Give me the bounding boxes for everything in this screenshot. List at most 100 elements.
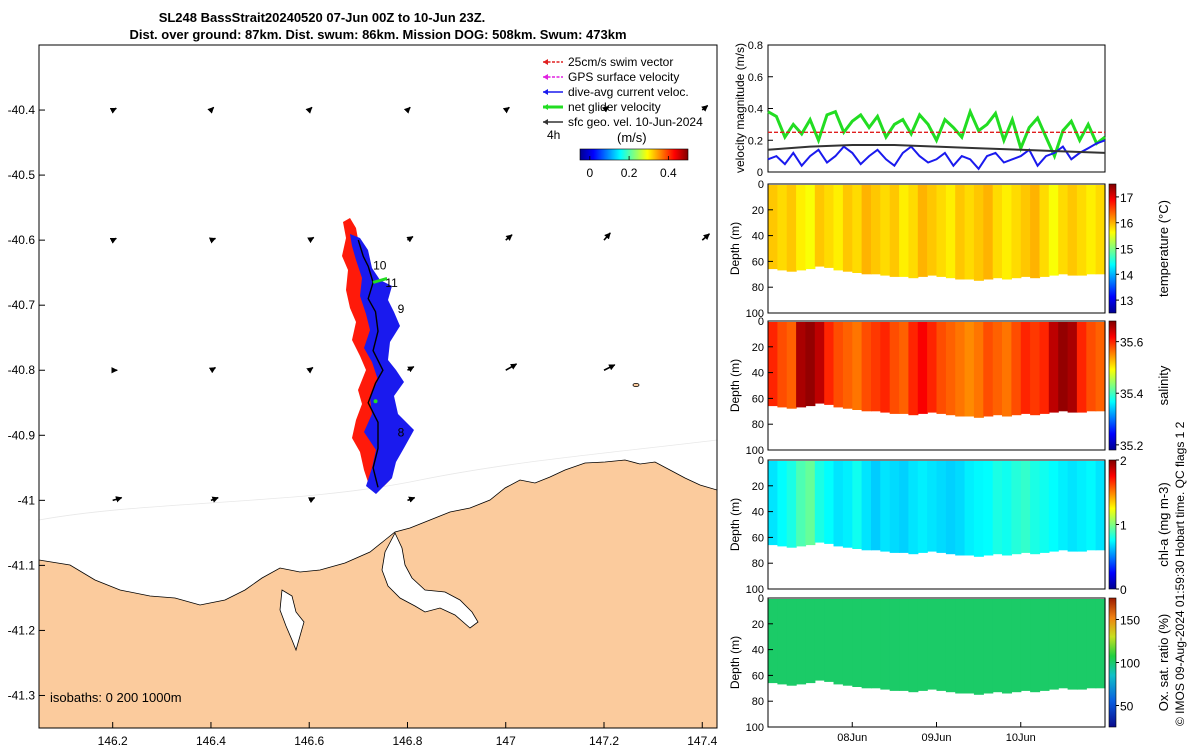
profile-cell xyxy=(1002,185,1012,280)
profile-cell xyxy=(796,461,807,547)
legend-label-0: 25cm/s swim vector xyxy=(568,55,673,69)
profile-cell xyxy=(1048,461,1059,552)
profile-cell xyxy=(1020,185,1031,277)
profile-y-tick-label: 40 xyxy=(752,231,764,243)
figure-title-line2: Dist. over ground: 87km. Dist. swum: 86k… xyxy=(129,27,626,42)
profile-cell xyxy=(899,322,910,414)
velocity-series-2 xyxy=(767,139,1106,171)
profile-y-tick-label: 80 xyxy=(752,282,764,294)
profile-y-tick-label: 100 xyxy=(746,584,764,596)
profile-cell xyxy=(1011,599,1022,693)
legend-label-1: GPS surface velocity xyxy=(568,70,679,84)
time-tick-label: 09Jun xyxy=(922,732,952,744)
profile-colorbar-tick-label: 35.6 xyxy=(1120,336,1144,350)
map-y-tick-label: -40.8 xyxy=(8,363,36,377)
profile-cell xyxy=(927,185,938,276)
profile-colorbar-tick-label: 35.2 xyxy=(1120,439,1144,453)
legend-arrowhead-1 xyxy=(543,74,548,80)
speed-colorbar-tick-label: 0.2 xyxy=(621,166,638,180)
profile-cell xyxy=(992,461,1003,555)
profile-cell xyxy=(1058,599,1069,689)
profile-colorbar-tick-label: 2 xyxy=(1120,454,1127,468)
profile-cell xyxy=(992,599,1003,693)
map-y-tick-label: -40.7 xyxy=(8,298,36,312)
profile-cell xyxy=(842,599,853,686)
profile-cell xyxy=(1076,322,1087,413)
profile-cell xyxy=(945,322,956,416)
profile-y-label: Depth (m) xyxy=(728,636,742,689)
profile-axes-box xyxy=(767,459,1106,590)
profile-cell xyxy=(955,461,966,556)
profile-cell xyxy=(833,185,844,271)
profile-cell xyxy=(917,599,928,691)
velocity-y-tick-label: 0 xyxy=(757,167,763,179)
geostrophic-arrow xyxy=(602,105,609,113)
profile-colorbar xyxy=(1108,183,1117,314)
profile-y-tick-label: 100 xyxy=(746,308,764,320)
profile-cell xyxy=(1030,461,1041,555)
geostrophic-arrow xyxy=(502,106,510,114)
profile-cell xyxy=(796,599,807,685)
profile-cell xyxy=(992,185,1003,279)
profile-cell xyxy=(917,322,928,414)
profile-cell xyxy=(927,599,938,690)
legend-arrowhead-2 xyxy=(543,89,548,95)
profile-cell xyxy=(955,185,966,280)
profile-colorbar xyxy=(1108,459,1117,590)
profile-cell xyxy=(1048,322,1059,413)
profile-colorbar-tick-label: 17 xyxy=(1120,191,1134,205)
profile-cell xyxy=(1076,461,1087,552)
profile-cell xyxy=(927,322,938,413)
profile-cell xyxy=(964,461,975,556)
profile-cell xyxy=(852,185,863,273)
profile-cell xyxy=(992,322,1003,416)
glider-track-group xyxy=(357,239,388,488)
profile-colorbar-tick-label: 50 xyxy=(1120,700,1134,714)
map-y-tick-label: -40.4 xyxy=(8,103,36,117)
interval-label: 4h xyxy=(547,128,560,142)
profile-colorbar-tick-label: 150 xyxy=(1120,614,1140,628)
profile-cell xyxy=(945,599,956,693)
profile-cell xyxy=(1002,461,1012,556)
geostrophic-arrow xyxy=(208,366,217,374)
profile-cell xyxy=(880,322,891,413)
day-label: 8 xyxy=(398,426,405,440)
velocity-axes-box xyxy=(767,44,1106,173)
profile-y-tick-label: 80 xyxy=(752,696,764,708)
profile-cell xyxy=(1002,599,1012,694)
map-y-tick-label: -40.5 xyxy=(8,168,36,182)
geostrophic-vector-field xyxy=(109,104,710,504)
profile-y-tick-label: 80 xyxy=(752,558,764,570)
profile-cell xyxy=(908,599,919,693)
velocity-y-tick-label: 0.2 xyxy=(748,135,763,147)
legend-label-2: dive-avg current veloc. xyxy=(568,85,689,99)
profile-colorbar-label: Ox. sat. ratio (%) xyxy=(1156,614,1171,712)
profile-cell xyxy=(936,322,947,414)
profile-cell xyxy=(796,322,807,408)
profile-colorbar-tick-label: 0 xyxy=(1120,583,1127,597)
profile-panel-4: 0 20 40 60 80 100 Depth (m) 50 100 150 Ox. sat. ra… xyxy=(728,593,1171,734)
profile-cell xyxy=(889,461,900,553)
velocity-y-label: velocity magnitude (m/s) xyxy=(733,43,747,173)
figure-title-line1: SL248 BassStrait20240520 07-Jun 00Z to 1… xyxy=(159,10,486,25)
profile-colorbar-tick-label: 1 xyxy=(1120,519,1127,533)
legend-arrowhead-0 xyxy=(543,59,548,65)
profile-cell xyxy=(899,599,910,691)
map-y-tick-label: -40.6 xyxy=(8,233,36,247)
profile-colorbar-tick-label: 14 xyxy=(1120,268,1134,282)
profile-panel-3: 0 20 40 60 80 100 Depth (m) 0 1 2 chl-a (mg m-3) xyxy=(728,454,1171,597)
profile-cell xyxy=(871,461,881,551)
map-x-tick-label: 146.2 xyxy=(98,734,128,748)
profile-cell xyxy=(1039,185,1050,277)
geostrophic-arrow xyxy=(306,366,314,374)
geostrophic-arrow xyxy=(505,363,518,371)
profile-cell xyxy=(1002,322,1012,417)
profile-cell xyxy=(833,322,844,408)
profile-y-tick-label: 60 xyxy=(752,670,764,682)
profile-cell xyxy=(983,599,994,694)
velocity-series-3 xyxy=(767,144,1106,154)
geostrophic-arrow xyxy=(603,232,611,241)
profile-cell xyxy=(1086,599,1097,689)
profile-cell xyxy=(1058,322,1069,412)
